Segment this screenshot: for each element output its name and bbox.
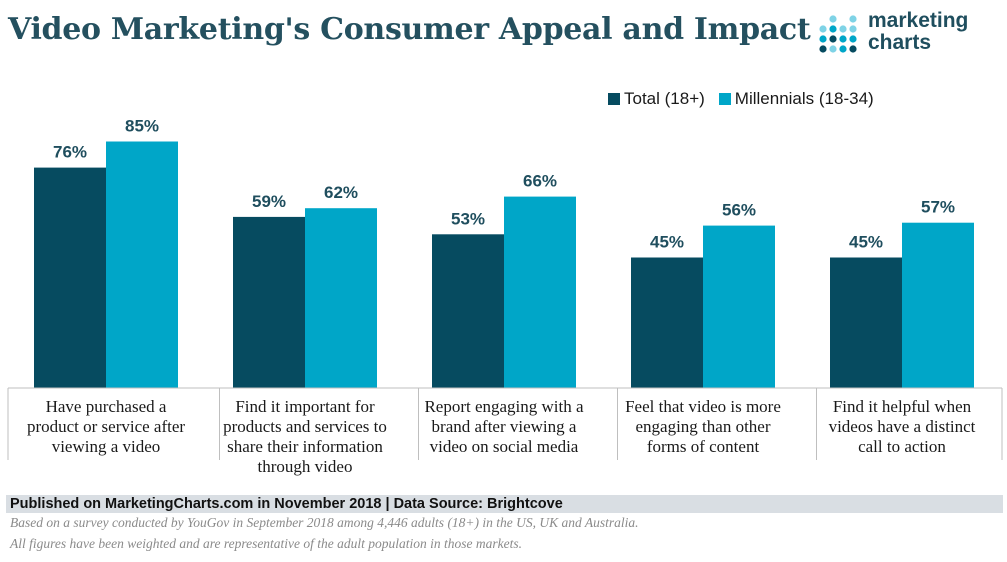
- category-label: call to action: [858, 437, 946, 456]
- data-label: 53%: [451, 209, 485, 228]
- legend-item-total: Total (18+): [608, 89, 705, 109]
- footnote-weighting: All figures have been weighted and are r…: [10, 536, 523, 551]
- logo-dot: [829, 25, 837, 33]
- logo-dot: [819, 45, 827, 53]
- logo-dot: [849, 35, 857, 43]
- data-label: 85%: [125, 117, 159, 136]
- data-label: 45%: [849, 233, 883, 252]
- category-label: Find it helpful when: [833, 397, 972, 416]
- logo-dot: [849, 15, 857, 23]
- bar-total: [432, 234, 504, 388]
- category-label: share their information: [227, 437, 383, 456]
- category-label: brand after viewing a: [432, 417, 577, 436]
- logo-dot: [839, 35, 847, 43]
- footer-bar: [6, 495, 1003, 513]
- category-label: viewing a video: [52, 437, 161, 456]
- bar-millennials: [703, 225, 775, 388]
- logo-dot: [849, 25, 857, 33]
- marketingcharts-logo-icon: [819, 15, 857, 53]
- category-label: video on social media: [430, 437, 579, 456]
- category-label: Find it important for: [235, 397, 375, 416]
- data-label: 59%: [252, 192, 286, 211]
- legend-swatch-total: [608, 93, 620, 105]
- logo-dot: [829, 35, 837, 43]
- footer-published: Published on MarketingCharts.com in Nove…: [10, 496, 563, 512]
- category-label: Report engaging with a: [424, 397, 584, 416]
- category-label: through video: [258, 457, 353, 476]
- logo-dot: [819, 25, 827, 33]
- logo-dot: [849, 45, 857, 53]
- category-label: Feel that video is more: [625, 397, 781, 416]
- category-label: product or service after: [27, 417, 185, 436]
- logo-text: marketing charts: [868, 10, 968, 54]
- data-label: 45%: [650, 233, 684, 252]
- bar-millennials: [106, 141, 178, 388]
- bar-millennials: [305, 208, 377, 388]
- logo-dot: [819, 35, 827, 43]
- bar-total: [34, 167, 106, 388]
- logo-dot: [839, 25, 847, 33]
- legend-item-millennials: Millennials (18-34): [718, 89, 874, 109]
- logo-dot: [839, 45, 847, 53]
- legend-label-total: Total (18+): [624, 89, 705, 108]
- category-label: forms of content: [647, 437, 760, 456]
- chart-title: Video Marketing's Consumer Appeal and Im…: [8, 12, 811, 47]
- legend-label-millennials: Millennials (18-34): [734, 89, 874, 108]
- bar-total: [631, 257, 703, 388]
- bar-total: [830, 257, 902, 388]
- data-label: 66%: [523, 172, 557, 191]
- bar-millennials: [902, 222, 974, 388]
- legend-swatch-millennials: [718, 93, 731, 105]
- data-label: 76%: [53, 143, 87, 162]
- footnote-survey: Based on a survey conducted by YouGov in…: [10, 515, 639, 530]
- logo-line-1: marketing: [868, 9, 969, 32]
- data-label: 56%: [722, 201, 756, 220]
- logo-dot: [829, 45, 837, 53]
- chart-legend: Total (18+) Millennials (18-34): [608, 89, 888, 109]
- category-label: products and services to: [223, 417, 387, 436]
- category-label: engaging than other: [635, 417, 770, 436]
- logo-line-2: charts: [868, 31, 932, 54]
- bar-millennials: [504, 196, 576, 388]
- category-label: Have purchased a: [46, 397, 167, 416]
- bar-total: [233, 216, 305, 388]
- data-label: 57%: [921, 198, 955, 217]
- data-label: 62%: [324, 183, 358, 202]
- category-label: videos have a distinct: [829, 417, 976, 436]
- logo-dot: [829, 15, 837, 23]
